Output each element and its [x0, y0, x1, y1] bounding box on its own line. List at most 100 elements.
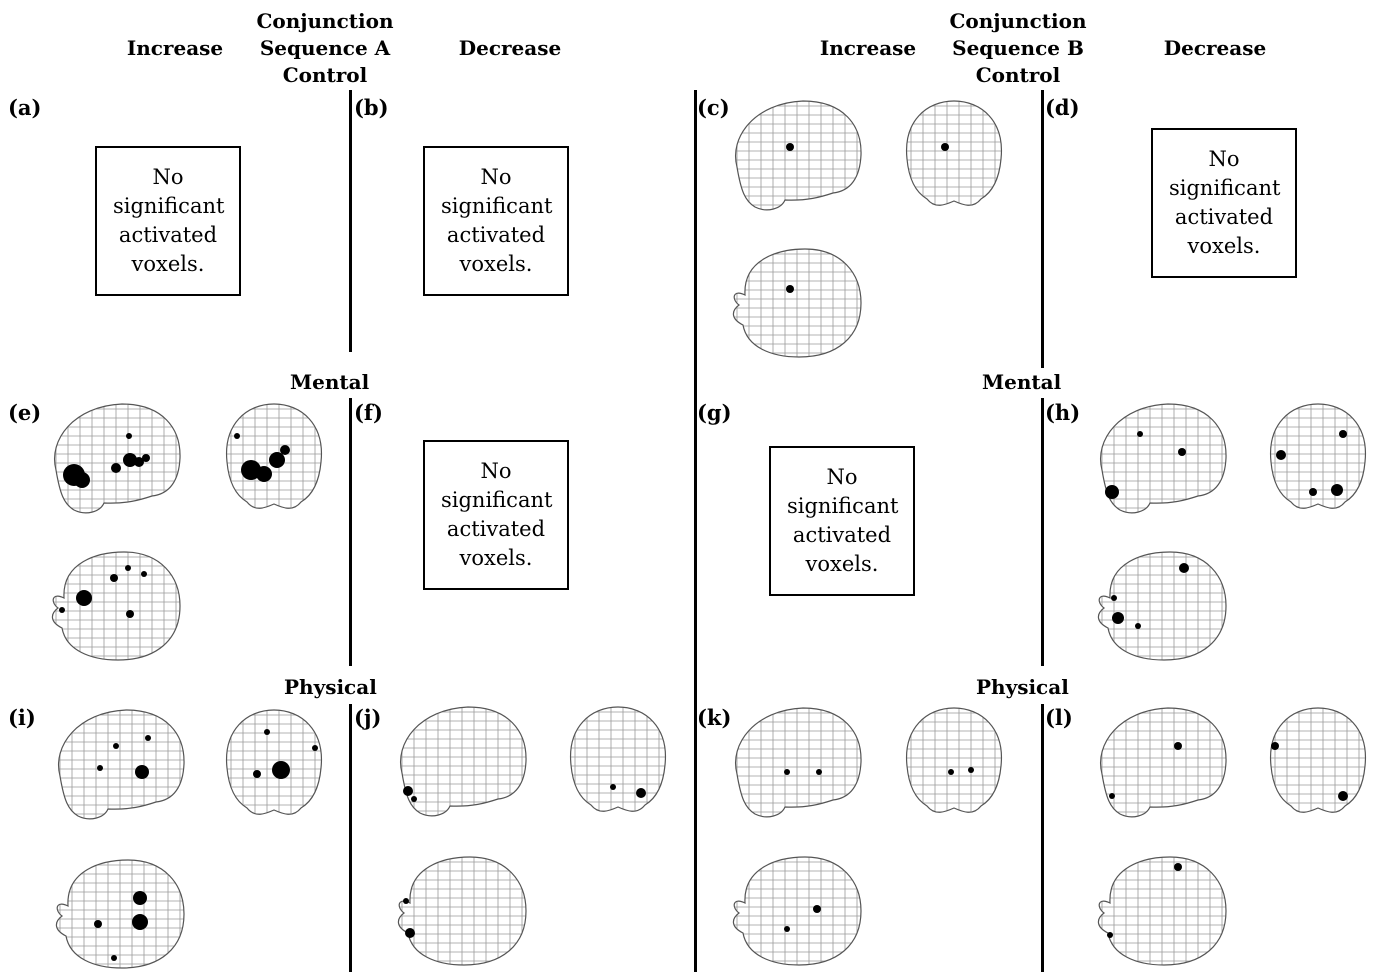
activation-blob — [786, 285, 794, 293]
activation-blob — [110, 574, 118, 582]
activation-blob — [1174, 863, 1182, 871]
panel-j-sagittal-view — [400, 706, 527, 817]
glass-brain-outline — [400, 706, 527, 817]
header-conjunction-b: Conjunction Sequence B Control — [943, 8, 1093, 89]
row-label-physical-b: Physical — [976, 675, 1069, 699]
panel-label-b: (b) — [354, 95, 389, 120]
glass-brain-grid — [570, 707, 666, 812]
panel-i-coronal-view — [226, 709, 322, 815]
activation-blob — [134, 457, 144, 467]
activation-blob — [948, 769, 954, 775]
activation-blob — [1112, 612, 1124, 624]
panel-label-j: (j) — [354, 705, 382, 730]
header-conjunction-b-line3: Control — [975, 63, 1061, 87]
activation-blob — [1174, 742, 1182, 750]
glass-brain-outline — [906, 707, 1002, 813]
glass-brain-outline — [1097, 856, 1227, 966]
activation-blob — [253, 770, 261, 778]
glass-brain-grid — [906, 101, 1002, 206]
no-voxels-text-b: No significant activated voxels. — [441, 165, 553, 276]
no-voxels-box-d: No significant activated voxels. — [1151, 128, 1297, 278]
activation-blob — [94, 920, 102, 928]
panel-h-sagittal-view — [1100, 403, 1227, 514]
divider-center — [694, 90, 697, 972]
glass-brain-grid — [1270, 708, 1366, 813]
activation-blob — [123, 453, 137, 467]
panel-k-coronal-view — [906, 707, 1002, 813]
activation-blob — [256, 466, 272, 482]
panel-c-coronal-view — [906, 100, 1002, 206]
header-conjunction-b-line2: Sequence B — [952, 36, 1084, 60]
glass-brain-outline — [1100, 403, 1227, 514]
activation-blob — [1109, 793, 1115, 799]
divider-a-lower — [349, 704, 352, 972]
activation-blob — [135, 765, 149, 779]
activation-blob — [272, 761, 290, 779]
activation-blob — [941, 143, 949, 151]
glass-brain-outline — [906, 100, 1002, 206]
glass-brain-grid — [906, 708, 1002, 813]
header-conjunction-a-line2: Sequence A — [259, 36, 391, 60]
activation-blob — [784, 926, 790, 932]
activation-blob — [610, 784, 616, 790]
activation-blob — [1179, 563, 1189, 573]
glass-brain-outline — [1100, 707, 1227, 818]
activation-blob — [74, 472, 90, 488]
activation-blob — [816, 769, 822, 775]
glass-brain-outline — [570, 706, 666, 812]
glass-brain-outline — [732, 248, 862, 358]
panel-e-axial-view — [51, 551, 181, 661]
divider-b-middle — [1041, 398, 1044, 666]
activation-blob — [142, 454, 150, 462]
panel-c-sagittal-view — [735, 100, 862, 211]
panel-label-a: (a) — [8, 95, 42, 120]
no-voxels-box-b: No significant activated voxels. — [423, 146, 569, 296]
activation-blob — [126, 433, 132, 439]
header-conjunction-a-line3: Control — [282, 63, 368, 87]
panel-h-coronal-view — [1270, 403, 1366, 509]
activation-blob — [1339, 430, 1347, 438]
panel-label-l: (l) — [1045, 705, 1073, 730]
activation-blob — [145, 735, 151, 741]
activation-blob — [1276, 450, 1286, 460]
glass-brain-outline — [226, 709, 322, 815]
activation-blob — [968, 767, 974, 773]
panel-label-d: (d) — [1045, 95, 1080, 120]
glass-brain-grid — [226, 710, 322, 815]
activation-blob — [405, 928, 415, 938]
activation-blob — [241, 460, 261, 480]
activation-blob — [786, 143, 794, 151]
header-decrease-b: Decrease — [1163, 36, 1267, 60]
glass-brain-grid — [52, 552, 180, 660]
divider-a-upper — [349, 90, 352, 352]
panel-label-k: (k) — [697, 705, 732, 730]
panel-i-sagittal-view — [58, 709, 185, 820]
panel-e-coronal-view — [226, 403, 322, 509]
activation-blob — [1178, 448, 1186, 456]
activation-blob — [76, 590, 92, 606]
activation-blob — [411, 796, 417, 802]
activation-blob — [1271, 742, 1279, 750]
activation-blob — [312, 745, 318, 751]
no-voxels-text-g: No significant activated voxels. — [787, 465, 899, 576]
activation-blob — [784, 769, 790, 775]
activation-blob — [269, 452, 285, 468]
glass-brain-outline — [58, 709, 185, 820]
activation-blob — [264, 729, 270, 735]
activation-blob — [636, 788, 646, 798]
panel-label-f: (f) — [354, 400, 383, 425]
activation-blob — [1111, 595, 1117, 601]
activation-blob — [141, 571, 147, 577]
panel-j-coronal-view — [570, 706, 666, 812]
panel-j-axial-view — [397, 856, 527, 966]
activation-blob — [1338, 791, 1348, 801]
panel-l-axial-view — [1097, 856, 1227, 966]
glass-brain-outline — [55, 859, 185, 969]
panel-e-sagittal-view — [54, 403, 181, 514]
row-label-mental-a: Mental — [290, 370, 370, 394]
panel-k-axial-view — [732, 856, 862, 966]
no-voxels-text-a: No significant activated voxels. — [113, 165, 225, 276]
header-conjunction-b-line1: Conjunction — [949, 9, 1087, 33]
activation-blob — [132, 914, 148, 930]
activation-blob — [1137, 431, 1143, 437]
